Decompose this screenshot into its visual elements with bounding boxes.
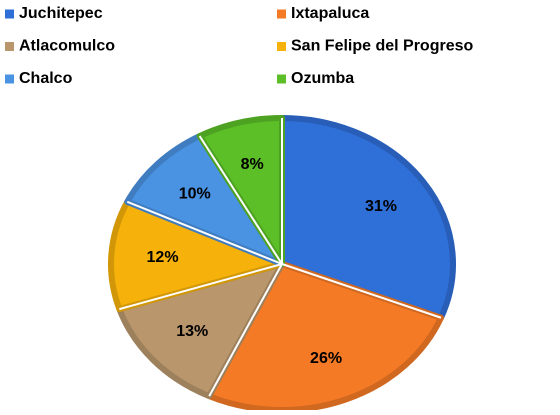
legend-label: Ixtapaluca xyxy=(291,5,369,22)
pie-slice xyxy=(108,198,285,313)
slice-label: 13% xyxy=(176,323,208,340)
pie-slice xyxy=(124,133,285,267)
slice-label: 31% xyxy=(365,198,397,215)
slice-separator xyxy=(281,263,442,319)
slice-label: 10% xyxy=(179,185,211,202)
slice-label: 8% xyxy=(241,156,264,173)
legend-label: Juchitepec xyxy=(19,5,103,22)
legend-swatch xyxy=(277,9,286,19)
legend-swatch xyxy=(5,74,14,84)
legend-swatch xyxy=(277,74,286,84)
pie-slice xyxy=(116,261,285,400)
legend-swatch xyxy=(277,42,286,51)
slice-separator xyxy=(126,200,283,265)
legend-swatch xyxy=(5,9,14,19)
legend-swatch xyxy=(5,42,14,51)
legend-label: Atlacomulco xyxy=(19,38,115,55)
slice-label: 12% xyxy=(147,249,179,266)
legend-label: San Felipe del Progreso xyxy=(291,38,474,55)
slice-separator xyxy=(198,135,283,265)
slice-separator xyxy=(208,263,283,397)
pie-slice xyxy=(279,115,456,321)
legend-label: Ozumba xyxy=(291,70,354,87)
pie-slice xyxy=(206,261,444,413)
slice-separator xyxy=(119,263,283,311)
slice-label: 26% xyxy=(310,350,342,367)
legend-label: Chalco xyxy=(19,70,73,87)
